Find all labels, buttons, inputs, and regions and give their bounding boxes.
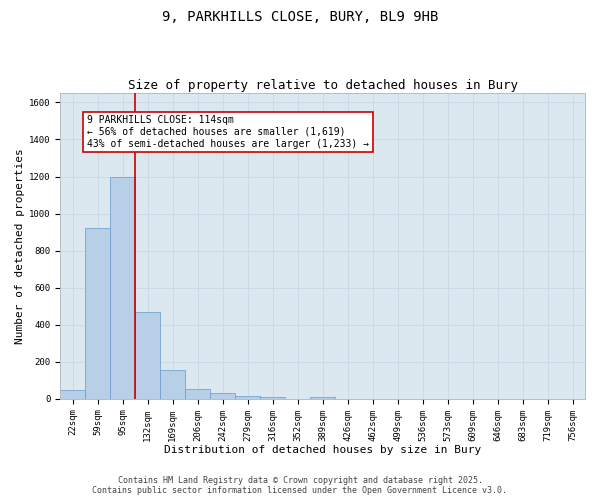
Y-axis label: Number of detached properties: Number of detached properties xyxy=(15,148,25,344)
Bar xyxy=(235,396,260,399)
Bar xyxy=(61,390,85,399)
Bar xyxy=(136,312,160,399)
Bar xyxy=(310,398,335,399)
X-axis label: Distribution of detached houses by size in Bury: Distribution of detached houses by size … xyxy=(164,445,481,455)
Text: 9, PARKHILLS CLOSE, BURY, BL9 9HB: 9, PARKHILLS CLOSE, BURY, BL9 9HB xyxy=(162,10,438,24)
Bar xyxy=(160,370,185,399)
Bar xyxy=(110,176,136,399)
Bar xyxy=(85,228,110,399)
Text: Contains HM Land Registry data © Crown copyright and database right 2025.
Contai: Contains HM Land Registry data © Crown c… xyxy=(92,476,508,495)
Title: Size of property relative to detached houses in Bury: Size of property relative to detached ho… xyxy=(128,79,518,92)
Bar xyxy=(210,394,235,399)
Bar xyxy=(260,397,285,399)
Text: 9 PARKHILLS CLOSE: 114sqm
← 56% of detached houses are smaller (1,619)
43% of se: 9 PARKHILLS CLOSE: 114sqm ← 56% of detac… xyxy=(86,116,368,148)
Bar xyxy=(185,388,210,399)
